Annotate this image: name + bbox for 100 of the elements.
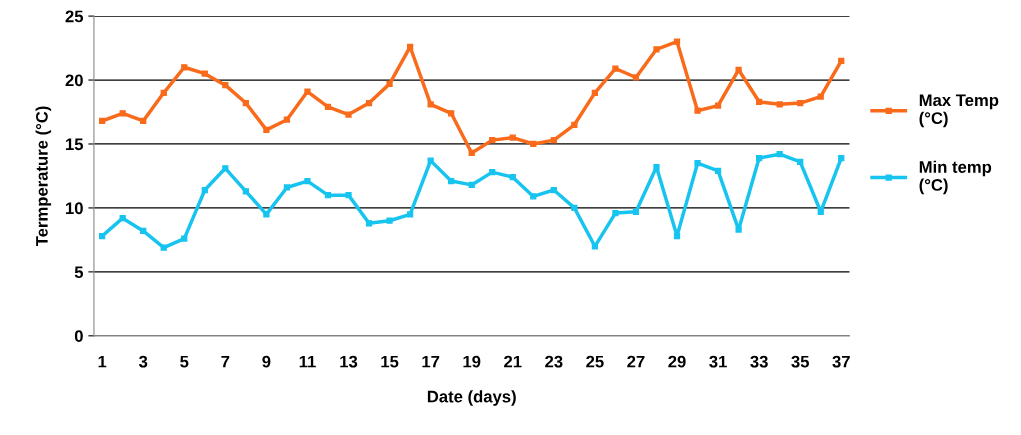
point [530, 140, 537, 148]
point [468, 181, 475, 189]
point [530, 193, 537, 200]
point [386, 80, 393, 88]
x-tick-label: 11 [299, 355, 316, 368]
point [571, 204, 578, 212]
point [653, 163, 660, 171]
point [776, 101, 783, 108]
point [468, 149, 475, 157]
point [509, 134, 516, 141]
point [324, 103, 332, 111]
x-tick-label: 1 [98, 355, 107, 368]
x-tick-label: 29 [668, 355, 686, 368]
point [673, 38, 681, 45]
x-tick-label: 15 [381, 355, 399, 368]
y-tick-label: 15 [66, 138, 84, 151]
x-tick-label: 17 [422, 355, 440, 368]
point [222, 165, 229, 172]
point [735, 226, 742, 233]
point [242, 99, 249, 107]
y-tick-label: 0 [74, 330, 83, 343]
x-tick-label: 35 [791, 355, 809, 368]
y-tick-label: 25 [65, 10, 84, 23]
point [489, 137, 496, 144]
point [509, 174, 516, 181]
x-axis-title: Date (days) [427, 390, 516, 406]
point [591, 89, 599, 96]
point [714, 102, 722, 109]
point [345, 192, 352, 199]
x-tick-label: 31 [709, 355, 727, 368]
point [263, 126, 270, 134]
point [263, 211, 270, 218]
y-tick-label: 5 [74, 266, 84, 279]
point [406, 211, 414, 218]
x-tick-label: 13 [340, 355, 358, 368]
point [838, 154, 845, 162]
point [242, 188, 249, 195]
point [427, 101, 434, 108]
x-tick-label: 9 [262, 355, 271, 368]
legend-label: Max Temp (°C) [919, 94, 999, 128]
point [571, 121, 578, 128]
point [448, 110, 455, 117]
point [797, 99, 804, 107]
x-tick-label: 33 [750, 355, 768, 368]
point [756, 98, 763, 105]
point [714, 167, 722, 174]
point [448, 177, 455, 185]
point [365, 99, 373, 107]
x-tick-label: 23 [545, 355, 563, 368]
point [345, 111, 352, 118]
x-tick-label: 5 [180, 355, 189, 368]
point [406, 43, 414, 50]
point [160, 89, 167, 96]
x-tick-label: 19 [463, 355, 481, 368]
point [591, 243, 599, 250]
point [304, 88, 311, 95]
y-tick-label: 10 [66, 202, 83, 215]
point [612, 209, 619, 217]
point [99, 117, 106, 125]
point [324, 192, 332, 199]
point [735, 66, 742, 73]
point [489, 168, 496, 176]
point [612, 65, 619, 72]
point [817, 208, 824, 215]
point [283, 184, 291, 191]
point [119, 110, 126, 117]
point [817, 93, 824, 100]
point [201, 70, 208, 77]
point [632, 208, 640, 215]
x-tick-label: 37 [832, 355, 850, 368]
point [140, 227, 147, 235]
point [304, 177, 311, 185]
x-tick-label: 3 [138, 355, 148, 368]
point [838, 57, 845, 64]
y-axis-title: Termperature (°C) [35, 106, 52, 247]
point [673, 232, 681, 240]
point [797, 158, 804, 166]
point [550, 186, 557, 194]
x-tick-label: 25 [586, 355, 604, 368]
point [386, 217, 393, 224]
point [201, 186, 208, 194]
y-tick-label: 20 [65, 74, 83, 87]
point [776, 151, 783, 158]
x-tick-label: 7 [221, 355, 230, 368]
point [181, 64, 188, 71]
point [160, 244, 167, 251]
point [222, 82, 229, 89]
point [99, 232, 106, 240]
point [427, 157, 434, 164]
point [653, 46, 660, 53]
point [694, 160, 701, 167]
point [365, 220, 373, 227]
point [119, 215, 126, 222]
x-tick-label: 21 [504, 355, 522, 368]
point [140, 117, 147, 125]
x-tick-label: 27 [627, 355, 645, 368]
point [550, 137, 557, 144]
point [632, 74, 640, 81]
point [694, 107, 701, 114]
point [283, 116, 291, 123]
